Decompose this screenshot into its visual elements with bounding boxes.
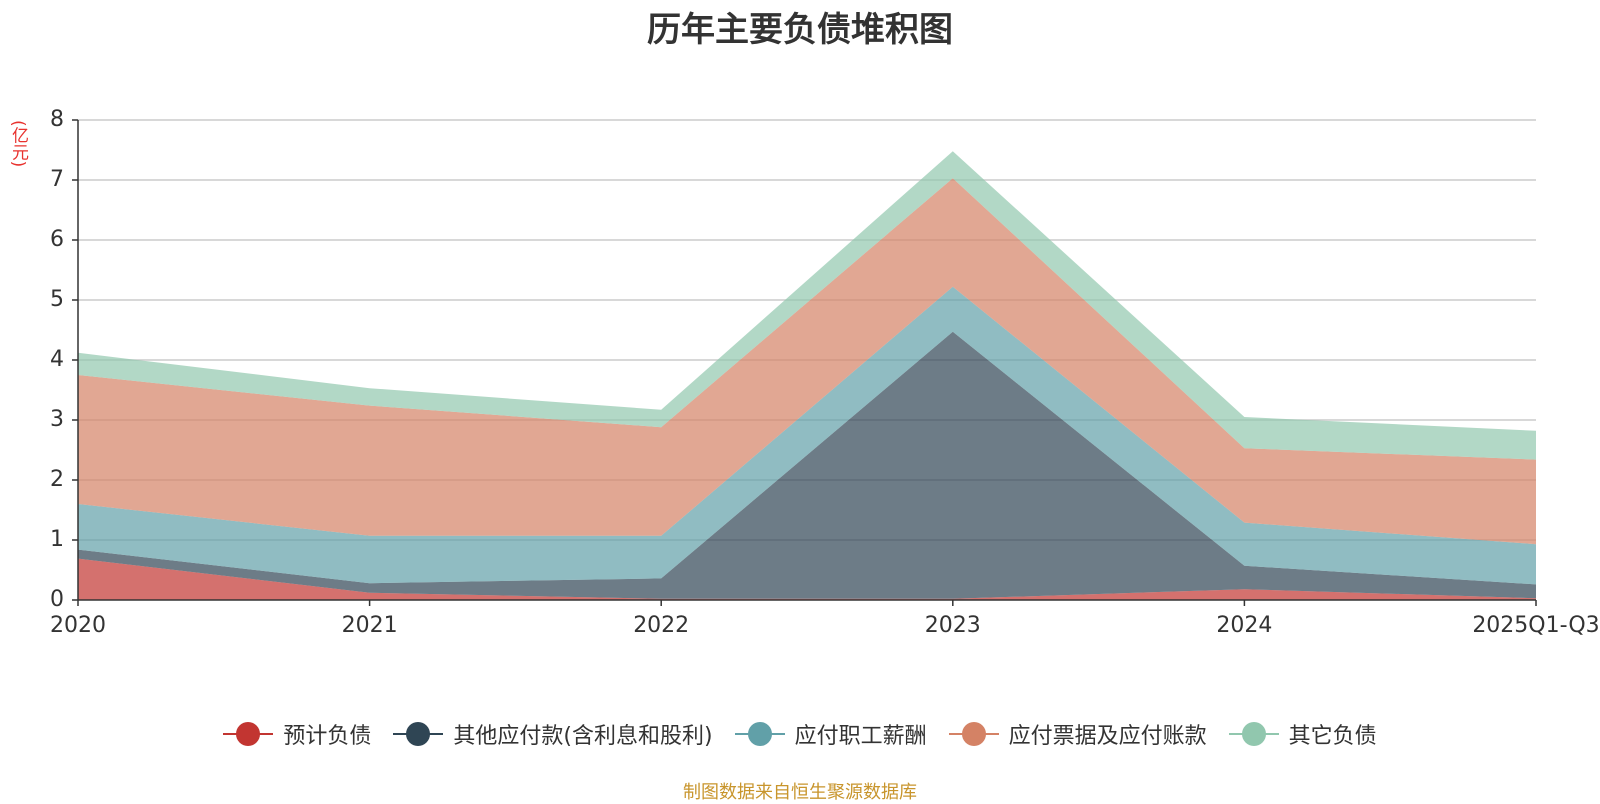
legend-marker-icon <box>223 721 274 747</box>
legend-item-2[interactable]: 其他应付款(含利息和股利) <box>393 718 713 750</box>
y-tick-label: 4 <box>50 347 64 372</box>
x-tick-label: 2024 <box>1216 613 1272 638</box>
legend-marker-icon <box>734 721 785 747</box>
y-tick-label: 1 <box>50 527 64 552</box>
chart-title: 历年主要负债堆积图 <box>647 10 953 50</box>
legend-item-1[interactable]: 预计负债 <box>223 718 371 750</box>
x-tick-label: 2020 <box>50 613 106 638</box>
legend-marker-icon <box>393 721 444 747</box>
x-tick-label: 2023 <box>925 613 981 638</box>
legend-label: 应付职工薪酬 <box>794 724 927 749</box>
legend-label: 其他应付款(含利息和股利) <box>453 724 713 749</box>
legend-label: 其它负债 <box>1288 724 1377 749</box>
y-tick-label: 2 <box>50 467 64 492</box>
y-tick-label: 6 <box>50 227 64 252</box>
y-axis-unit-label: (亿元) <box>8 120 28 168</box>
area-series-4[interactable] <box>78 178 1536 545</box>
legend-item-4[interactable]: 应付票据及应付账款 <box>948 718 1207 750</box>
area-series-3[interactable] <box>78 286 1536 585</box>
x-tick-label: 2025Q1-Q3 <box>1472 613 1599 638</box>
axes: 0 1 2 3 4 5 6 7 8 2020 2021 2022 2023 2024 2025Q1-Q3 <box>50 107 1600 638</box>
data-source-note: 制图数据来自恒生聚源数据库 <box>683 782 917 803</box>
area-series-5[interactable] <box>78 151 1536 460</box>
legend-item-5[interactable]: 其它负债 <box>1228 718 1377 750</box>
legend-label: 预计负债 <box>283 724 372 749</box>
y-tick-label: 0 <box>50 587 64 612</box>
legend-marker-icon <box>948 721 999 747</box>
area-series-1[interactable] <box>78 558 1536 600</box>
y-tick-label: 7 <box>50 167 64 192</box>
area-series-2[interactable] <box>78 331 1536 599</box>
y-tick-label: 3 <box>50 407 64 432</box>
x-tick-label: 2022 <box>633 613 689 638</box>
y-tick-label: 5 <box>50 287 64 312</box>
legend-item-3[interactable]: 应付职工薪酬 <box>734 718 927 750</box>
legend-marker-icon <box>1228 721 1279 747</box>
y-tick-label: 8 <box>50 107 64 132</box>
chart-plot-area: 0 1 2 3 4 5 6 7 8 2020 2021 2022 2023 2024 2025Q1-Q3 <box>50 107 1600 638</box>
legend-label: 应付票据及应付账款 <box>1008 724 1207 749</box>
x-tick-label: 2021 <box>342 613 398 638</box>
stacked-areas <box>78 151 1536 600</box>
legend: 预计负债 其他应付款(含利息和股利) 应付职工薪酬 应付票据及应付账款 其它负债 <box>0 718 1600 750</box>
